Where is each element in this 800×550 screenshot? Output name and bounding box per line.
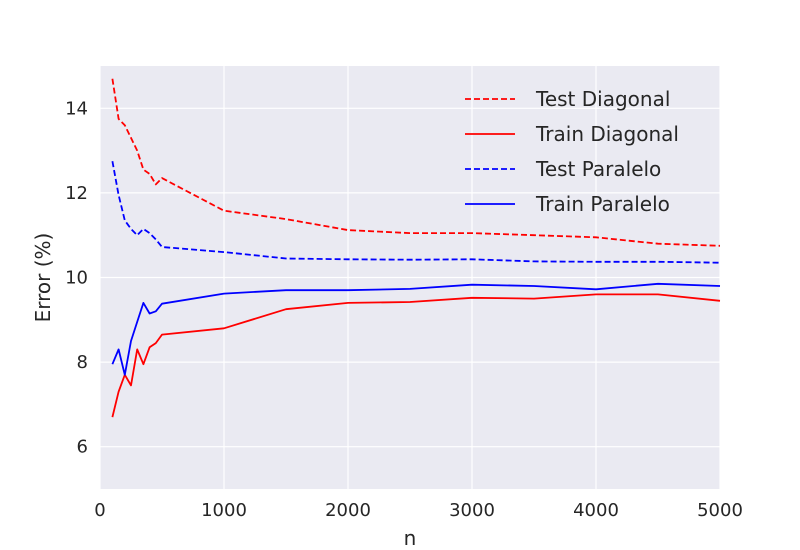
legend-label: Train Paralelo [535, 192, 670, 216]
x-tick-label: 2000 [325, 500, 371, 521]
x-tick-label: 0 [94, 500, 105, 521]
grid-lines [99, 66, 721, 489]
y-axis-ticks: 6 8 10 12 14 [65, 98, 88, 457]
x-tick-label: 4000 [573, 500, 619, 521]
x-tick-label: 3000 [449, 500, 495, 521]
y-axis-label: Error (%) [31, 233, 55, 323]
series-line-train-paralelo [111, 282, 721, 376]
legend-label: Train Diagonal [535, 122, 679, 146]
y-tick-label: 6 [77, 437, 88, 458]
y-tick-label: 12 [65, 183, 88, 204]
x-axis-ticks: 0 1000 2000 3000 4000 5000 [94, 500, 743, 521]
x-tick-label: 1000 [201, 500, 247, 521]
series-line-test-diagonal [111, 78, 721, 247]
x-tick-label: 5000 [697, 500, 743, 521]
series-line-test-paralelo [111, 161, 721, 264]
legend-label: Test Paralelo [535, 157, 661, 181]
legend-label: Test Diagonal [535, 87, 670, 111]
series-line-train-diagonal [111, 293, 721, 418]
legend: Test Diagonal Train Diagonal Test Paralelo… [465, 87, 679, 216]
y-tick-label: 8 [77, 352, 88, 373]
y-tick-label: 14 [65, 98, 88, 119]
series-lines [111, 78, 721, 418]
y-tick-label: 10 [65, 268, 88, 289]
x-axis-label: n [404, 526, 417, 550]
